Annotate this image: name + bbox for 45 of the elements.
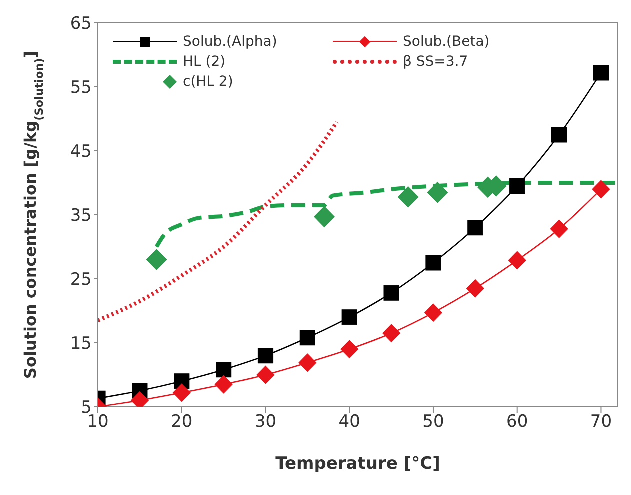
point [300, 330, 316, 346]
x-tick-label: 40 [338, 412, 360, 432]
x-tick-label: 70 [590, 412, 612, 432]
point [550, 220, 568, 238]
y-tick-label: 15 [70, 334, 92, 354]
point [551, 127, 568, 143]
point [426, 255, 442, 271]
legend-label: Solub.(Alpha) [183, 34, 278, 50]
point [384, 285, 400, 301]
y-tick-label: 45 [70, 142, 92, 162]
x-axis-title: Temperature [°C] [276, 454, 440, 474]
point [214, 376, 233, 394]
legend-label: β SS=3.7 [403, 54, 468, 70]
point [510, 178, 526, 194]
line-series [98, 120, 340, 323]
point [258, 348, 274, 364]
legend-label: c(HL 2) [183, 74, 234, 90]
x-tick-label: 60 [506, 412, 528, 432]
y-tick-label: 25 [70, 270, 92, 290]
x-tick-label: 50 [422, 412, 444, 432]
y-tick-label: 55 [70, 78, 92, 98]
point [427, 182, 448, 204]
point [342, 310, 358, 326]
point [382, 324, 400, 342]
x-tick-label: 10 [87, 412, 109, 432]
legend-label: Solub.(Beta) [403, 34, 490, 50]
point [593, 65, 610, 81]
x-tick-label: 20 [171, 412, 193, 432]
point [216, 362, 232, 378]
point [146, 249, 168, 270]
point [592, 180, 610, 198]
point [508, 251, 526, 270]
legend-label: HL (2) [183, 54, 226, 70]
point [468, 220, 484, 236]
point [256, 366, 275, 384]
point [424, 304, 442, 322]
y-tick-label: 65 [70, 14, 92, 34]
y-tick-label: 35 [70, 206, 92, 226]
point [466, 280, 484, 298]
x-tick-label: 30 [254, 412, 277, 432]
point [398, 186, 419, 208]
point [340, 340, 358, 358]
point [314, 206, 335, 228]
point [172, 384, 191, 402]
point [298, 354, 317, 372]
